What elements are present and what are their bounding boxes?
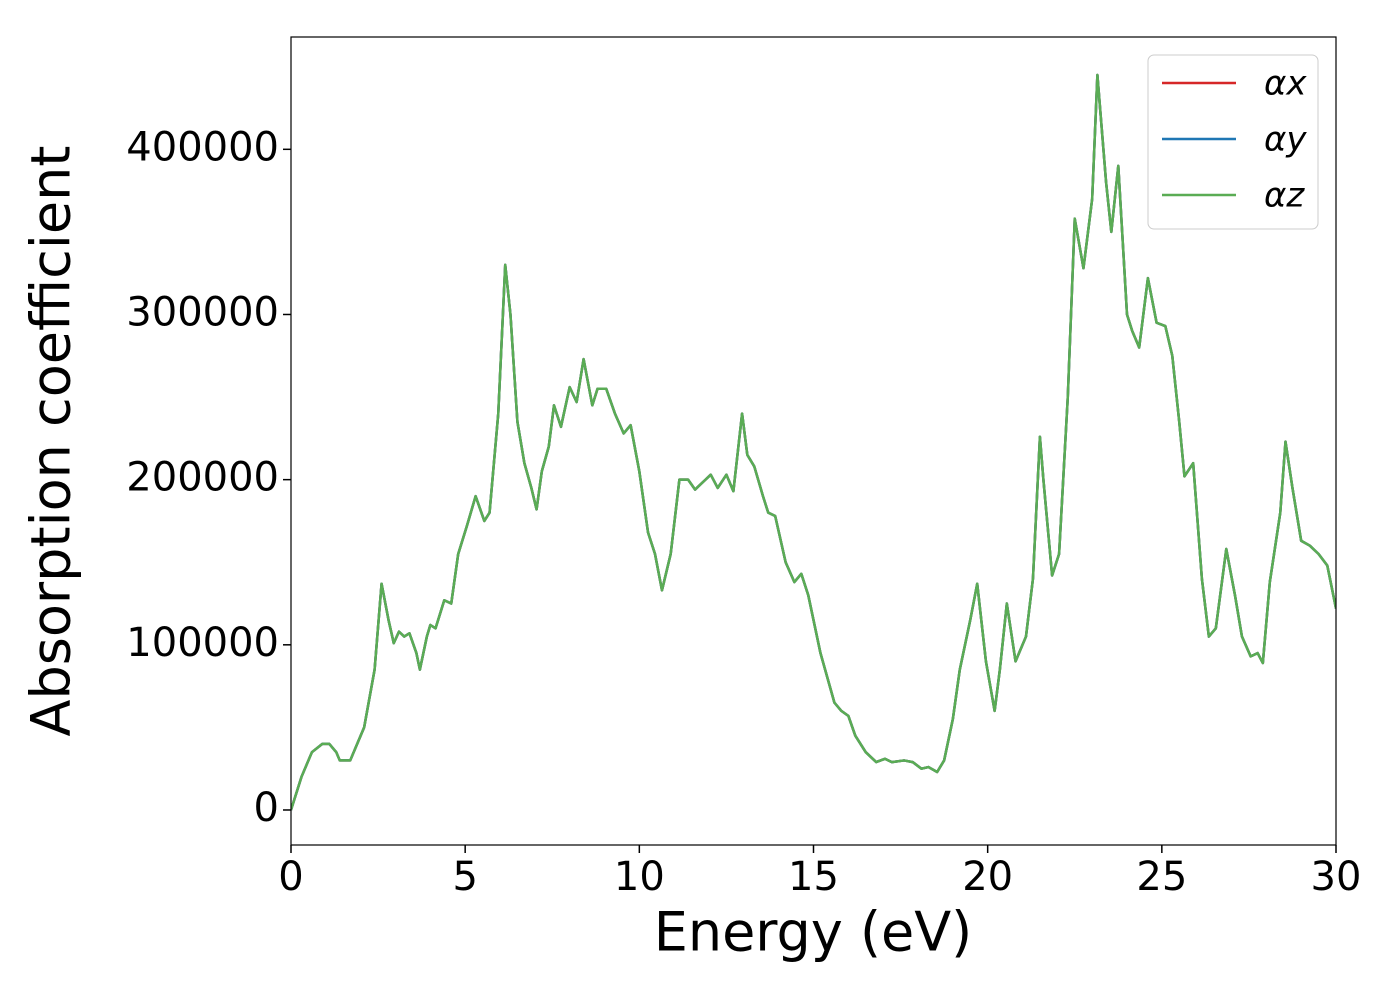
- legend-box: [1147, 54, 1319, 230]
- x-tick-label: 25: [1136, 854, 1187, 900]
- y-tick-label: 100000: [126, 620, 279, 666]
- legend-label: αy: [1264, 120, 1307, 160]
- y-tick-label: 300000: [126, 289, 279, 335]
- y-tick-label: 400000: [126, 124, 279, 170]
- x-tick-label: 0: [278, 854, 303, 900]
- x-tick-label: 30: [1311, 854, 1362, 900]
- legend-label: αx: [1264, 64, 1307, 104]
- x-tick-label: 20: [962, 854, 1013, 900]
- legend-label: αz: [1264, 176, 1305, 216]
- plot-frame: [290, 36, 1337, 846]
- x-tick-label: 5: [452, 854, 477, 900]
- x-tick-label: 10: [614, 854, 665, 900]
- x-tick-label: 15: [788, 854, 839, 900]
- y-tick-label: 0: [254, 785, 279, 831]
- y-axis-label: Absorption coefficient: [20, 146, 83, 737]
- x-axis-label: Energy (eV): [654, 901, 973, 964]
- line-series: [291, 73, 1336, 811]
- y-tick-label: 200000: [126, 455, 279, 501]
